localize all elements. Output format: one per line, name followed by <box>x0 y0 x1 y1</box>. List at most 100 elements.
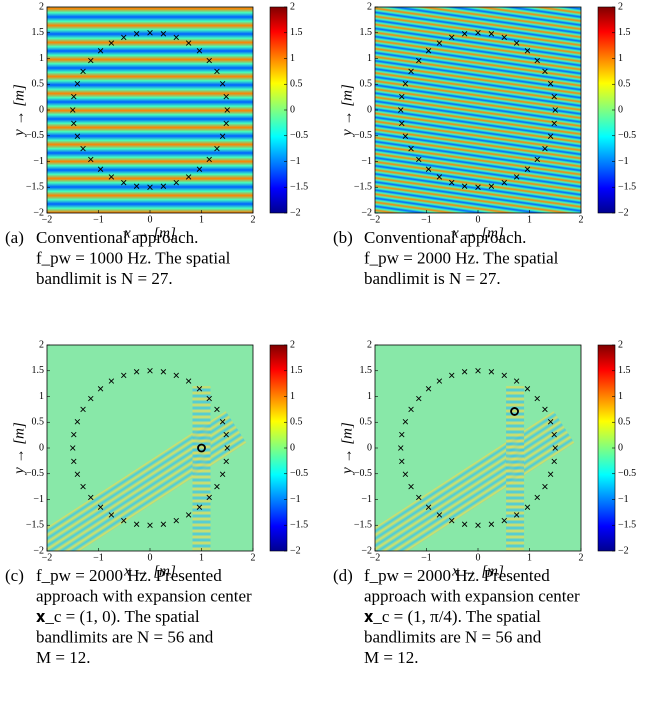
secondary-source <box>160 369 167 375</box>
colorbar-tick-label: −0.5 <box>618 468 636 479</box>
x-tick-label: −1 <box>93 552 104 563</box>
colorbar-tick-label: 1 <box>290 391 295 402</box>
secondary-source <box>121 179 127 186</box>
secondary-source <box>475 522 481 528</box>
colorbar-tick-label: 1 <box>290 53 295 64</box>
colorbar-tick-label: 2 <box>290 339 295 350</box>
y-tick-label: 1.5 <box>32 27 45 38</box>
secondary-source <box>449 517 455 524</box>
secondary-source <box>147 522 153 528</box>
secondary-source <box>402 133 409 139</box>
colorbar-tick-label: −1 <box>618 494 629 505</box>
x-tick-label: 1 <box>527 552 532 563</box>
secondary-source <box>552 107 558 113</box>
secondary-source <box>399 458 405 465</box>
colorbar-tick-label: −0.5 <box>618 130 636 141</box>
colorbar-tick-label: 0.5 <box>618 417 631 428</box>
caption-line: approach with expansion center <box>364 586 580 605</box>
x-tick-label: 1 <box>527 214 532 225</box>
secondary-source <box>223 93 229 100</box>
secondary-source <box>71 431 77 438</box>
secondary-source <box>398 107 404 113</box>
colorbar-tick-label: 1.5 <box>290 365 303 376</box>
secondary-source <box>513 174 520 180</box>
secondary-source <box>461 31 468 37</box>
x-tick-label: −1 <box>93 214 104 225</box>
secondary-source <box>534 494 540 501</box>
secondary-source <box>173 517 179 524</box>
secondary-source <box>185 378 192 384</box>
secondary-source <box>121 34 127 41</box>
secondary-source <box>108 378 115 384</box>
secondary-source <box>425 386 432 392</box>
y-tick-label: −1 <box>33 156 44 167</box>
x-tick-label: −2 <box>42 214 53 225</box>
x-tick-label: 0 <box>476 552 481 563</box>
colorbar-tick-label: 1.5 <box>618 365 631 376</box>
x-tick-label: 0 <box>148 214 153 225</box>
y-tick-label: 0.5 <box>360 417 373 428</box>
y-axis-label: y → [m] <box>339 84 355 138</box>
secondary-source <box>80 483 86 490</box>
y-tick-label: −0.5 <box>26 468 44 479</box>
secondary-source <box>542 68 548 75</box>
secondary-source <box>524 504 531 510</box>
secondary-source <box>88 57 94 64</box>
y-axis-label: y → [m] <box>11 422 27 476</box>
y-tick-label: 0.5 <box>360 79 373 90</box>
colorbar-tick-label: −2 <box>290 545 301 556</box>
secondary-source <box>402 471 409 477</box>
secondary-source <box>534 156 540 163</box>
colorbar-tick-label: −2 <box>290 207 301 218</box>
secondary-source <box>501 372 507 379</box>
colorbar-tick-label: −1.5 <box>290 520 308 531</box>
secondary-source <box>214 483 220 490</box>
wave-band <box>506 386 525 551</box>
y-tick-label: 1.5 <box>360 27 373 38</box>
secondary-source <box>206 494 212 501</box>
secondary-source <box>408 68 414 75</box>
secondary-source <box>475 184 481 190</box>
secondary-source <box>416 395 422 402</box>
secondary-source <box>219 133 226 139</box>
x-tick-label: −1 <box>421 552 432 563</box>
field-bg <box>375 7 581 213</box>
caption-label: (b) <box>333 228 353 247</box>
secondary-source <box>185 174 192 180</box>
secondary-source <box>74 471 81 477</box>
y-tick-label: −1.5 <box>354 520 372 531</box>
secondary-source <box>547 471 554 477</box>
secondary-source <box>524 48 531 54</box>
secondary-source <box>488 31 495 37</box>
secondary-source <box>488 369 495 375</box>
secondary-source <box>71 120 77 127</box>
caption-line: 𝐱_c = (1, 0). The spatial <box>36 607 200 626</box>
field-image <box>47 7 253 213</box>
colorbar-tick-label: −1 <box>618 156 629 167</box>
colorbar-tick-label: −1.5 <box>290 182 308 193</box>
secondary-source <box>97 386 104 392</box>
secondary-source <box>173 372 179 379</box>
secondary-source <box>173 34 179 41</box>
secondary-source <box>71 458 77 465</box>
y-tick-label: 2 <box>39 1 44 12</box>
secondary-source <box>97 504 104 510</box>
x-tick-label: −1 <box>421 214 432 225</box>
caption-line: Conventional approach. <box>364 228 526 247</box>
secondary-source <box>501 179 507 186</box>
secondary-source <box>185 512 192 518</box>
secondary-source <box>108 512 115 518</box>
secondary-source <box>524 166 531 172</box>
caption-line: f_pw = 1000 Hz. The spatial <box>36 248 231 267</box>
secondary-source <box>214 145 220 152</box>
secondary-source <box>408 483 414 490</box>
secondary-source <box>74 81 81 87</box>
y-tick-label: 1.5 <box>360 365 373 376</box>
secondary-source <box>551 431 557 438</box>
secondary-source <box>133 369 140 375</box>
colorbar-tick-label: 0 <box>618 104 623 115</box>
secondary-source <box>542 406 548 413</box>
y-tick-label: 2 <box>39 339 44 350</box>
secondary-source <box>425 166 432 172</box>
x-tick-label: 2 <box>579 214 584 225</box>
